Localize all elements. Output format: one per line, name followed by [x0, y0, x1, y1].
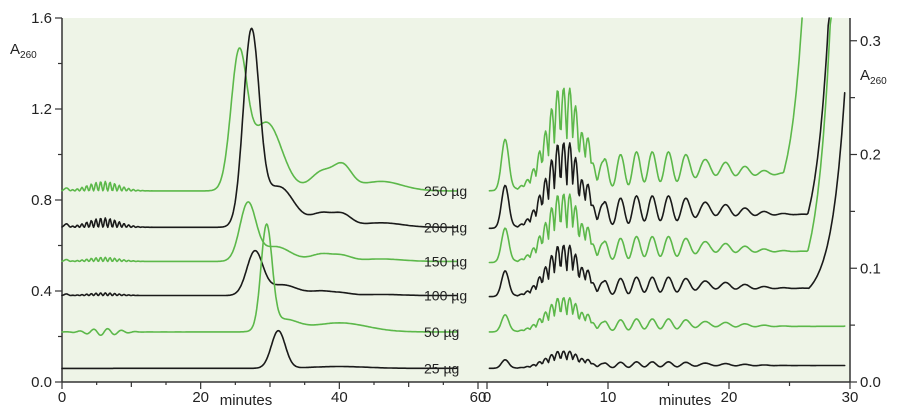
right-y-tick-label: 0.0	[860, 374, 881, 391]
right-x-ticks: 0 10 20 30	[483, 382, 859, 406]
right-y-tick-label: 0.1	[860, 260, 881, 277]
right-x-tick-label: 30	[842, 389, 859, 406]
left-trace	[61, 249, 458, 297]
right-y-axis-title: A260	[860, 67, 887, 87]
left-y-ticks: 0.0 0.4 0.8 1.2 1.6	[31, 10, 62, 391]
left-x-axis-title: minutes	[220, 392, 273, 409]
right-trace	[488, 17, 803, 192]
left-trace	[61, 47, 458, 192]
right-trace	[488, 17, 832, 264]
right-x-axis-title: minutes	[659, 392, 712, 409]
series-label: 150 µg	[424, 253, 467, 269]
series-labels: 250 µg 200 µg 150 µg 100 µg 50 µg 25 µg	[424, 183, 467, 376]
plot-background	[62, 18, 850, 382]
left-y-tick-label: 1.6	[31, 10, 52, 27]
left-x-ticks: 0 20 40 60	[58, 382, 487, 406]
left-y-tick-label: 1.2	[31, 101, 52, 118]
right-y-tick-label: 0.2	[860, 147, 881, 164]
right-trace	[488, 297, 846, 333]
left-y-tick-label: 0.4	[31, 283, 52, 300]
series-label: 25 µg	[424, 360, 459, 376]
left-y-tick-label: 0.0	[31, 374, 52, 391]
series-label: 100 µg	[424, 288, 467, 304]
left-x-tick-label: 0	[58, 389, 66, 406]
left-x-tick-label: 40	[331, 389, 348, 406]
left-x-tick-label: 60	[470, 389, 487, 406]
left-trace	[61, 27, 458, 229]
series-label: 250 µg	[424, 183, 467, 199]
right-x-tick-label: 20	[721, 389, 738, 406]
right-y-tick-label: 0.3	[860, 33, 881, 50]
right-y-ticks: 0.0 0.1 0.2 0.3	[850, 33, 881, 391]
right-trace	[488, 92, 846, 298]
series-label: 50 µg	[424, 324, 459, 340]
left-y-axis-title: A260	[10, 41, 37, 61]
left-x-tick-label: 20	[192, 389, 209, 406]
left-trace	[61, 329, 458, 370]
series-label: 200 µg	[424, 219, 467, 235]
left-trace	[61, 201, 458, 263]
right-x-tick-label: 0	[483, 389, 491, 406]
left-y-tick-label: 0.8	[31, 192, 52, 209]
left-trace	[61, 223, 458, 336]
traces	[61, 17, 846, 370]
right-trace	[488, 17, 830, 230]
right-trace	[488, 350, 846, 370]
right-x-tick-label: 10	[600, 389, 617, 406]
